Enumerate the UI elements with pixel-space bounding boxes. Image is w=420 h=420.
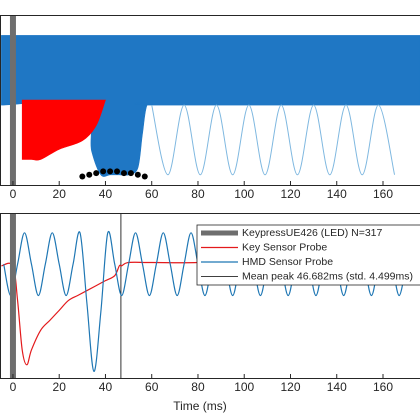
legend-label: HMD Sensor Probe	[242, 256, 333, 268]
trace-band	[21, 99, 106, 161]
peak-dot	[79, 173, 86, 180]
x-tick-label: 140	[327, 187, 347, 201]
x-tick-label: 80	[191, 380, 205, 394]
peak-dot	[86, 171, 93, 178]
x-tick-label: 20	[53, 380, 67, 394]
legend: KeypressUE426 (LED) N=317 Key Sensor Prob…	[196, 224, 420, 286]
x-tick-label: 160	[373, 380, 393, 394]
x-tick-label: 20	[53, 187, 67, 201]
peak-dot	[141, 173, 148, 180]
x-tick-label: 100	[234, 187, 254, 201]
x-axis-label: Time (ms)	[173, 399, 227, 413]
x-tick-label: 140	[327, 380, 347, 394]
axes: 0 20 40 60 80 100 120 140 160 Time (ms) KeypressUE…	[0, 213, 420, 413]
peak-dot	[114, 168, 121, 175]
trace-line	[151, 104, 396, 176]
x-tick-label: 40	[99, 187, 113, 201]
legend-label: Key Sensor Probe	[242, 241, 327, 253]
peak-dot	[134, 171, 141, 178]
x-tick-label: 120	[280, 187, 300, 201]
peak-dot	[120, 170, 127, 177]
x-tick-label: 0	[10, 380, 17, 394]
legend-label: KeypressUE426 (LED) N=317	[242, 227, 383, 239]
axes: 0 20 40 60 80 100 120 140 160	[0, 15, 420, 201]
peak-dot	[93, 170, 100, 177]
axes-box	[0, 213, 420, 379]
peak-dot	[127, 170, 134, 177]
x-tick-label: 80	[191, 187, 205, 201]
peak-dot	[100, 168, 107, 175]
plot-area	[1, 15, 420, 185]
x-tick-label: 60	[145, 380, 159, 394]
x-tick-label: 40	[99, 380, 113, 394]
legend-label: Mean peak 46.682ms (std. 4.499ms)	[242, 270, 413, 282]
x-tick-label: 120	[280, 380, 300, 394]
peak-dot	[107, 168, 114, 175]
x-tick-label: 0	[10, 187, 17, 201]
axes-box	[0, 15, 420, 186]
x-tick-label: 100	[234, 380, 254, 394]
x-tick-label: 160	[373, 187, 393, 201]
x-tick-label: 60	[145, 187, 159, 201]
